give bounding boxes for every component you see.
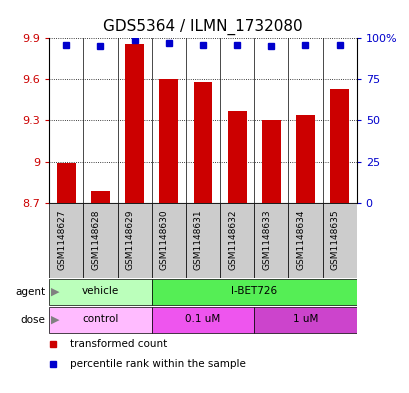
Bar [185,203,220,278]
Bar [49,279,151,305]
Bar [151,279,356,305]
Bar [322,203,356,278]
Text: percentile rank within the sample: percentile rank within the sample [70,359,245,369]
Bar [254,307,356,332]
Text: GSM1148630: GSM1148630 [160,209,169,270]
Bar [49,307,151,332]
Bar [254,203,288,278]
Text: dose: dose [20,315,45,325]
Bar [151,307,254,332]
Bar [295,115,314,203]
Bar [91,191,110,203]
Text: 1 uM: 1 uM [292,314,317,325]
Bar [117,203,151,278]
Text: GSM1148633: GSM1148633 [262,209,271,270]
Text: ▶: ▶ [51,315,60,325]
Bar [125,44,144,203]
Bar [261,121,280,203]
Bar [83,203,117,278]
Title: GDS5364 / ILMN_1732080: GDS5364 / ILMN_1732080 [103,19,302,35]
Text: 0.1 uM: 0.1 uM [185,314,220,325]
Text: vehicle: vehicle [82,286,119,296]
Bar [49,203,83,278]
Text: agent: agent [15,287,45,297]
Text: GSM1148628: GSM1148628 [91,209,100,270]
Text: transformed count: transformed count [70,339,166,349]
Text: I-BET726: I-BET726 [231,286,276,296]
Bar [151,203,185,278]
Text: GSM1148632: GSM1148632 [227,209,236,270]
Text: GSM1148634: GSM1148634 [296,209,305,270]
Text: GSM1148627: GSM1148627 [57,209,66,270]
Text: control: control [82,314,118,325]
Bar [288,203,322,278]
Bar [227,111,246,203]
Bar [159,79,178,203]
Text: GSM1148635: GSM1148635 [330,209,339,270]
Bar [193,82,212,203]
Text: GSM1148631: GSM1148631 [193,209,202,270]
Bar [220,203,254,278]
Text: GSM1148629: GSM1148629 [125,209,134,270]
Text: ▶: ▶ [51,287,60,297]
Bar [329,89,348,203]
Bar [57,163,76,203]
